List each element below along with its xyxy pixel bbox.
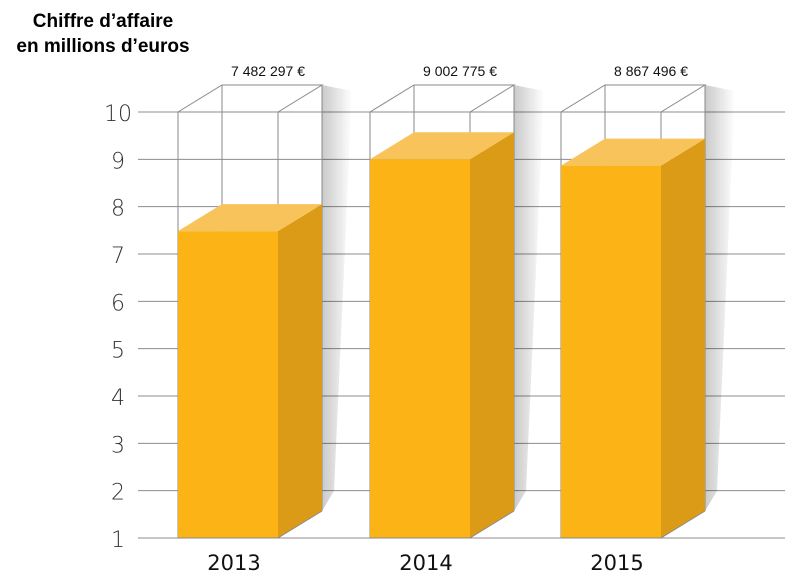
y-tick-label: 8: [111, 197, 125, 222]
bar-group: 9 002 775 €: [368, 63, 544, 539]
bar-group: 7 482 297 €: [176, 63, 352, 539]
y-tick-label: 4: [111, 386, 125, 411]
y-tick-label: 10: [104, 102, 132, 127]
bar-side: [278, 204, 322, 539]
x-tick-label: 2015: [590, 551, 643, 575]
frame-top: [176, 84, 324, 113]
bar-top: [561, 138, 705, 166]
y-tick-label: 1: [111, 528, 125, 553]
chart-title-line-1: Chiffre d’affaire: [33, 11, 173, 32]
y-tick-label: 6: [111, 291, 125, 316]
frame-bottom-depth-edge: [277, 510, 323, 539]
frame-bottom-depth-edge: [660, 510, 706, 539]
bar-side: [470, 132, 514, 539]
frame-top: [368, 84, 516, 113]
bar-group: 8 867 496 €: [559, 63, 735, 539]
bar-shadow: [705, 85, 735, 511]
bar-shadow: [514, 85, 544, 511]
bar-side: [661, 138, 705, 538]
y-tick-label: 3: [111, 433, 125, 458]
x-tick-label: 2014: [399, 551, 452, 575]
data-label: 9 002 775 €: [423, 63, 497, 79]
chart-title-line-2: en millions d’euros: [16, 36, 189, 57]
data-label: 8 867 496 €: [614, 63, 688, 79]
bar: [561, 165, 661, 538]
frame-top: [559, 84, 707, 113]
bar: [178, 231, 278, 539]
data-label: 7 482 297 €: [231, 63, 305, 79]
frame-bottom-depth-edge: [469, 510, 515, 539]
y-tick-label: 5: [111, 339, 125, 364]
bar-shadow: [322, 85, 352, 511]
bar-top: [370, 132, 514, 160]
x-tick-label: 2013: [207, 551, 260, 575]
y-axis-ticks: 1 2 3 4 5 6 7 8 9 10: [104, 102, 132, 553]
y-tick-label: 7: [111, 244, 125, 269]
bar-top: [178, 204, 322, 232]
bar: [370, 159, 470, 539]
y-tick-label: 2: [111, 481, 125, 506]
y-tick-label: 9: [111, 149, 125, 174]
x-axis-labels: 2013 2014 2015: [207, 551, 643, 575]
bars: 7 482 297 € 9 002 775 € 8 867 496 €: [176, 63, 735, 539]
